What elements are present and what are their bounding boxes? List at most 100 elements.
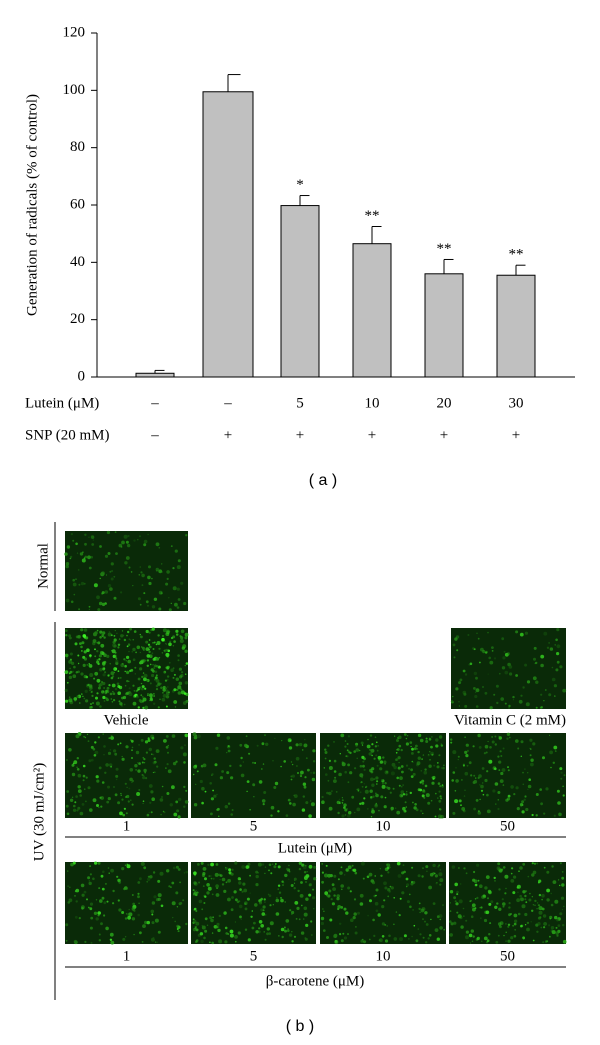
cell [275, 898, 280, 903]
cell [324, 891, 329, 896]
cell [384, 939, 389, 943]
cell [556, 644, 561, 649]
cell [304, 743, 307, 746]
cell [256, 744, 259, 747]
cell [488, 759, 493, 764]
cell [458, 705, 461, 707]
cell [137, 892, 140, 895]
y-axis-title: Generation of radicals (% of control) [24, 94, 40, 316]
cell [521, 904, 526, 909]
cell [185, 699, 189, 703]
cell [311, 777, 316, 782]
cell [478, 746, 482, 749]
cell [304, 776, 307, 779]
cell [195, 783, 197, 786]
cell [501, 637, 505, 641]
cell [194, 927, 197, 930]
cell [390, 886, 394, 890]
cell [465, 935, 469, 940]
cell [87, 684, 89, 687]
cell [359, 791, 362, 794]
cell [470, 929, 474, 933]
cell [428, 885, 432, 890]
cell [563, 774, 566, 777]
cell [67, 870, 69, 872]
cell [183, 872, 186, 874]
cell [180, 688, 183, 691]
cell [170, 886, 172, 888]
cell [406, 735, 409, 737]
cell [519, 894, 522, 898]
cell [265, 742, 269, 746]
cell [195, 940, 198, 943]
cell [338, 798, 341, 801]
cell [480, 784, 484, 789]
cell [96, 678, 101, 683]
cell [310, 800, 312, 802]
micrograph-bg [65, 862, 188, 944]
cell [80, 883, 85, 888]
micrograph [320, 733, 446, 819]
cell [128, 566, 131, 569]
cell [89, 865, 91, 867]
cell [204, 790, 207, 793]
cell [195, 921, 200, 926]
cell [240, 756, 243, 760]
cell [269, 904, 272, 907]
cell [397, 874, 402, 878]
cell [131, 746, 134, 749]
cell [239, 915, 242, 919]
cell [73, 665, 76, 669]
cell [479, 784, 481, 786]
cell [345, 755, 348, 757]
cell [410, 775, 414, 778]
cell [209, 782, 212, 785]
cell [380, 874, 383, 877]
cell [333, 874, 337, 878]
uv-label: UV (30 mJ/cm²) [31, 763, 47, 861]
cell [209, 916, 213, 920]
cell [151, 736, 155, 740]
cell [175, 865, 179, 869]
cell [117, 691, 121, 695]
cell [378, 809, 380, 812]
cell [215, 893, 220, 897]
cell [366, 875, 370, 879]
cell [253, 921, 256, 925]
cell [412, 801, 414, 804]
cell [168, 597, 170, 599]
cell [90, 745, 94, 749]
cell [216, 733, 221, 737]
cell [533, 862, 537, 865]
cell [440, 797, 443, 800]
cell [437, 865, 440, 868]
cell [146, 664, 149, 667]
cell [354, 871, 358, 875]
cell [333, 770, 337, 773]
cell [345, 911, 349, 915]
cell [211, 941, 214, 945]
cell [359, 902, 364, 906]
cell [87, 740, 90, 742]
cell [371, 754, 373, 757]
cell [268, 894, 272, 897]
cell [142, 756, 145, 759]
cell [491, 646, 494, 649]
cell [289, 802, 292, 805]
cell [245, 735, 248, 738]
cell [471, 940, 474, 943]
cell [147, 694, 149, 697]
annotation: ** [365, 208, 380, 224]
cell [411, 760, 414, 763]
cell [224, 940, 228, 944]
cell [142, 672, 145, 674]
cell [182, 899, 185, 902]
cell [98, 939, 102, 942]
cell [156, 941, 158, 943]
cell [518, 699, 523, 704]
cell [361, 755, 365, 760]
cell [531, 873, 535, 877]
cell [202, 763, 207, 768]
cell [106, 530, 110, 535]
cell [558, 812, 561, 815]
